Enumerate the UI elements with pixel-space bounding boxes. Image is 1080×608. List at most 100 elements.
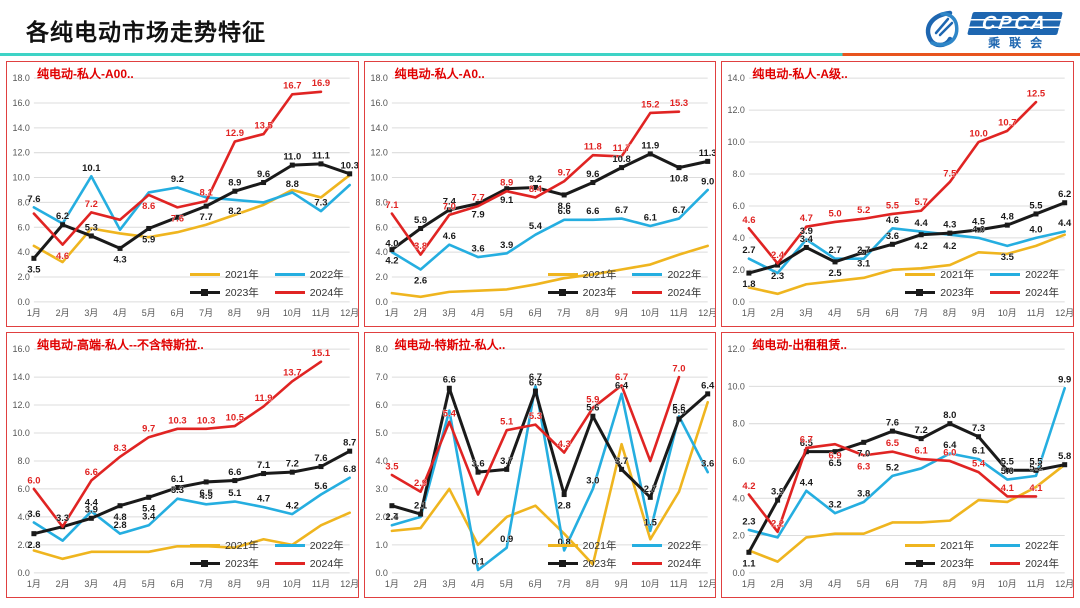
legend-label: 2024年 xyxy=(309,558,344,570)
legend-item-2022: 2022年 xyxy=(274,267,344,282)
svg-text:3.9: 3.9 xyxy=(85,505,98,516)
svg-text:0.0: 0.0 xyxy=(17,297,29,307)
svg-text:6.1: 6.1 xyxy=(972,446,986,457)
svg-text:10.8: 10.8 xyxy=(669,174,687,185)
svg-text:14.0: 14.0 xyxy=(728,73,745,83)
svg-text:0.0: 0.0 xyxy=(375,297,387,307)
svg-text:7.4: 7.4 xyxy=(442,196,456,207)
legend-item-2021: 2021年 xyxy=(547,267,616,282)
svg-text:5.3: 5.3 xyxy=(529,411,542,422)
svg-text:6月: 6月 xyxy=(886,579,900,589)
legend-label: 2023年 xyxy=(582,558,617,570)
svg-text:1.8: 1.8 xyxy=(743,279,756,290)
cpca-text: CPCA xyxy=(980,12,1050,34)
legend-marker xyxy=(200,559,208,567)
svg-text:4月: 4月 xyxy=(113,308,127,318)
legend-item-2023: 2023年 xyxy=(189,285,259,300)
svg-text:7.7: 7.7 xyxy=(200,212,213,223)
svg-text:2.0: 2.0 xyxy=(733,265,745,275)
svg-text:2.0: 2.0 xyxy=(17,272,29,282)
svg-text:5月: 5月 xyxy=(142,579,156,589)
chart-panel-a00: 纯电动-私人-A00.. 0.0 2.0 4.0 6.0 8.0 10.0 12.0 14.0… xyxy=(6,61,359,327)
page-title: 各纯电动市场走势特征 xyxy=(26,19,266,45)
chart-title: 纯电动-出租租赁.. xyxy=(752,338,847,352)
svg-text:4.6: 4.6 xyxy=(743,215,756,226)
svg-text:16.9: 16.9 xyxy=(312,78,330,89)
svg-text:4.2: 4.2 xyxy=(944,241,957,252)
legend-line-2022 xyxy=(632,273,663,276)
svg-text:10月: 10月 xyxy=(640,308,659,318)
svg-text:12月: 12月 xyxy=(1056,308,1073,318)
svg-text:7月: 7月 xyxy=(915,579,929,589)
svg-text:8.8: 8.8 xyxy=(286,179,299,190)
svg-text:2.8: 2.8 xyxy=(113,520,126,531)
legend-item-2023: 2023年 xyxy=(547,285,616,300)
svg-text:7.6: 7.6 xyxy=(171,213,184,224)
svg-text:5月: 5月 xyxy=(142,308,156,318)
svg-text:10.7: 10.7 xyxy=(998,117,1016,128)
legend-label: 2021年 xyxy=(940,269,975,281)
svg-text:5.3: 5.3 xyxy=(85,222,98,233)
svg-text:4月: 4月 xyxy=(471,579,485,589)
svg-text:18.0: 18.0 xyxy=(370,73,387,83)
svg-text:7.6: 7.6 xyxy=(27,194,40,205)
svg-text:6.0: 6.0 xyxy=(375,400,387,410)
svg-text:2.6: 2.6 xyxy=(414,276,427,287)
svg-text:5月: 5月 xyxy=(499,308,513,318)
svg-text:1月: 1月 xyxy=(385,308,399,318)
legend-label: 2023年 xyxy=(224,558,259,570)
svg-text:5.2: 5.2 xyxy=(857,205,870,216)
svg-text:4.0: 4.0 xyxy=(1030,224,1043,235)
svg-text:5.9: 5.9 xyxy=(586,394,599,405)
svg-text:2.4: 2.4 xyxy=(385,512,399,523)
svg-text:4.0: 4.0 xyxy=(17,512,29,522)
svg-text:5.8: 5.8 xyxy=(1058,451,1071,462)
svg-text:6.2: 6.2 xyxy=(56,211,69,222)
svg-text:8.1: 8.1 xyxy=(200,188,214,199)
svg-text:9.1: 9.1 xyxy=(500,195,514,206)
svg-text:12月: 12月 xyxy=(698,579,715,589)
svg-text:4.0: 4.0 xyxy=(385,239,398,250)
svg-text:4.0: 4.0 xyxy=(17,247,29,257)
svg-text:6月: 6月 xyxy=(528,579,542,589)
svg-text:11.0: 11.0 xyxy=(283,152,301,163)
svg-text:5.4: 5.4 xyxy=(972,459,986,470)
svg-text:9月: 9月 xyxy=(972,308,986,318)
chart-title: 纯电动-私人-A级.. xyxy=(752,67,848,81)
legend-item-2021: 2021年 xyxy=(905,538,974,553)
cpca-stripes: CPCA xyxy=(967,11,1063,35)
svg-text:9.6: 9.6 xyxy=(257,169,270,180)
svg-text:6.5: 6.5 xyxy=(200,488,214,499)
svg-text:3月: 3月 xyxy=(84,579,98,589)
legend-label: 2023年 xyxy=(940,558,975,570)
legend-line-2022 xyxy=(274,273,305,276)
legend-item-2024: 2024年 xyxy=(274,285,344,300)
legend-line-2021 xyxy=(189,544,220,547)
svg-text:10月: 10月 xyxy=(998,579,1017,589)
svg-text:5.4: 5.4 xyxy=(529,221,543,232)
svg-text:11月: 11月 xyxy=(1027,579,1045,589)
legend-label: 2022年 xyxy=(1025,540,1059,552)
svg-text:5.5: 5.5 xyxy=(1030,457,1044,468)
svg-text:1月: 1月 xyxy=(27,579,41,589)
legend-item-2023: 2023年 xyxy=(189,556,259,571)
svg-text:6.0: 6.0 xyxy=(17,484,29,494)
svg-text:7月: 7月 xyxy=(557,579,571,589)
svg-text:8月: 8月 xyxy=(586,579,600,589)
svg-text:5.5: 5.5 xyxy=(886,200,900,211)
svg-text:1月: 1月 xyxy=(742,308,756,318)
chart-legend: 2021年 2022年 2023年 2024年 xyxy=(189,538,344,571)
svg-text:2.1: 2.1 xyxy=(414,501,428,512)
legend-line-2024 xyxy=(274,562,305,565)
svg-text:7.7: 7.7 xyxy=(471,193,484,204)
svg-text:6.0: 6.0 xyxy=(733,456,745,466)
svg-text:10月: 10月 xyxy=(283,579,302,589)
legend-marker xyxy=(558,559,566,567)
svg-text:10.3: 10.3 xyxy=(340,160,357,171)
svg-text:3.4: 3.4 xyxy=(142,512,156,523)
svg-text:3.2: 3.2 xyxy=(829,500,842,511)
legend-item-2024: 2024年 xyxy=(632,285,701,300)
svg-text:4.2: 4.2 xyxy=(286,501,299,512)
svg-text:3.3: 3.3 xyxy=(56,513,69,524)
